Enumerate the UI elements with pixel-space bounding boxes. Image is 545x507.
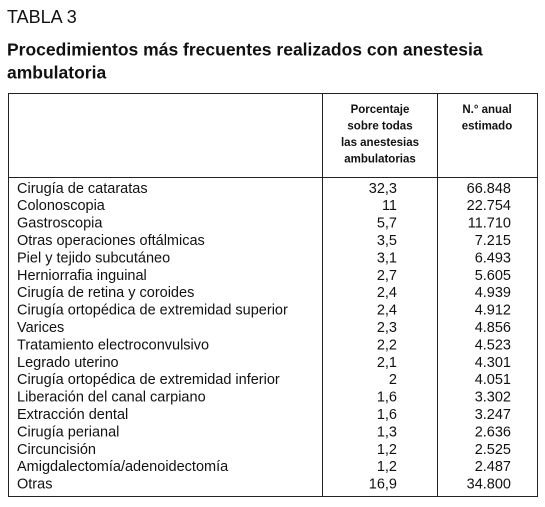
row-label: Legrado uterino (17, 355, 119, 371)
column-header: las anestesias (341, 137, 419, 149)
row-label: Cirugía ortopédica de extremidad superio… (17, 303, 288, 319)
percentage: 3,1 (377, 250, 397, 266)
annual-estimate: 4.939 (475, 285, 511, 301)
percentage: 2,4 (377, 303, 397, 319)
table-border (8, 93, 538, 497)
annual-estimate: 4.301 (475, 355, 511, 371)
percentage: 2,4 (377, 285, 397, 301)
percentage: 1,3 (377, 424, 397, 440)
table-title: ambulatoria (7, 63, 106, 83)
row-label: Tratamiento electroconvulsivo (17, 337, 209, 353)
annual-estimate: 7.215 (475, 233, 511, 249)
percentage: 1,2 (377, 442, 397, 458)
annual-estimate: 6.493 (475, 250, 511, 266)
row-label: Extracción dental (17, 407, 128, 423)
percentage: 1,6 (377, 407, 397, 423)
column-header: sobre todas (347, 121, 412, 133)
table-title: Procedimientos más frecuentes realizados… (7, 40, 483, 60)
annual-estimate: 2.525 (475, 442, 511, 458)
annual-estimate: 34.800 (467, 477, 511, 493)
percentage: 16,9 (369, 477, 397, 493)
percentage: 3,5 (377, 233, 397, 249)
percentage: 2 (389, 372, 397, 388)
annual-estimate: 4.051 (475, 372, 511, 388)
percentage: 32,3 (369, 181, 397, 197)
table-label: TABLA 3 (7, 7, 77, 27)
annual-estimate: 5.605 (475, 268, 511, 284)
percentage: 11 (382, 198, 397, 214)
annual-estimate: 3.302 (475, 390, 511, 406)
column-header: Porcentaje (351, 104, 410, 116)
column-header: N.° anual (462, 104, 511, 116)
annual-estimate: 2.636 (475, 424, 511, 440)
annual-estimate: 4.523 (475, 337, 511, 353)
row-label: Colonoscopia (17, 198, 106, 214)
percentage: 2,3 (377, 320, 397, 336)
percentage: 5,7 (377, 216, 397, 232)
annual-estimate: 4.912 (475, 303, 511, 319)
percentage: 1,6 (377, 390, 397, 406)
row-label: Otras (17, 477, 52, 493)
percentage: 1,2 (377, 459, 397, 475)
annual-estimate: 22.754 (467, 198, 511, 214)
row-label: Piel y tejido subcutáneo (17, 250, 170, 266)
percentage: 2,1 (377, 355, 397, 371)
row-label: Cirugía de retina y coroides (17, 285, 194, 301)
row-label: Cirugía perianal (17, 424, 119, 440)
row-label: Amigdalectomía/adenoidectomía (17, 459, 229, 475)
column-header: ambulatorias (344, 154, 416, 166)
row-label: Circuncisión (17, 442, 96, 458)
percentage: 2,7 (377, 268, 397, 284)
row-label: Liberación del canal carpiano (17, 390, 206, 406)
annual-estimate: 4.856 (475, 320, 511, 336)
annual-estimate: 66.848 (467, 181, 511, 197)
annual-estimate: 3.247 (475, 407, 511, 423)
annual-estimate: 11.710 (468, 216, 511, 232)
row-label: Herniorrafia inguinal (17, 268, 147, 284)
percentage: 2,2 (377, 337, 397, 353)
column-header: estimado (462, 121, 513, 133)
annual-estimate: 2.487 (475, 459, 511, 475)
row-label: Cirugía de cataratas (17, 181, 148, 197)
row-label: Otras operaciones oftálmicas (17, 233, 205, 249)
row-label: Cirugía ortopédica de extremidad inferio… (17, 372, 280, 388)
row-label: Gastroscopia (17, 216, 103, 232)
row-label: Varices (17, 320, 64, 336)
